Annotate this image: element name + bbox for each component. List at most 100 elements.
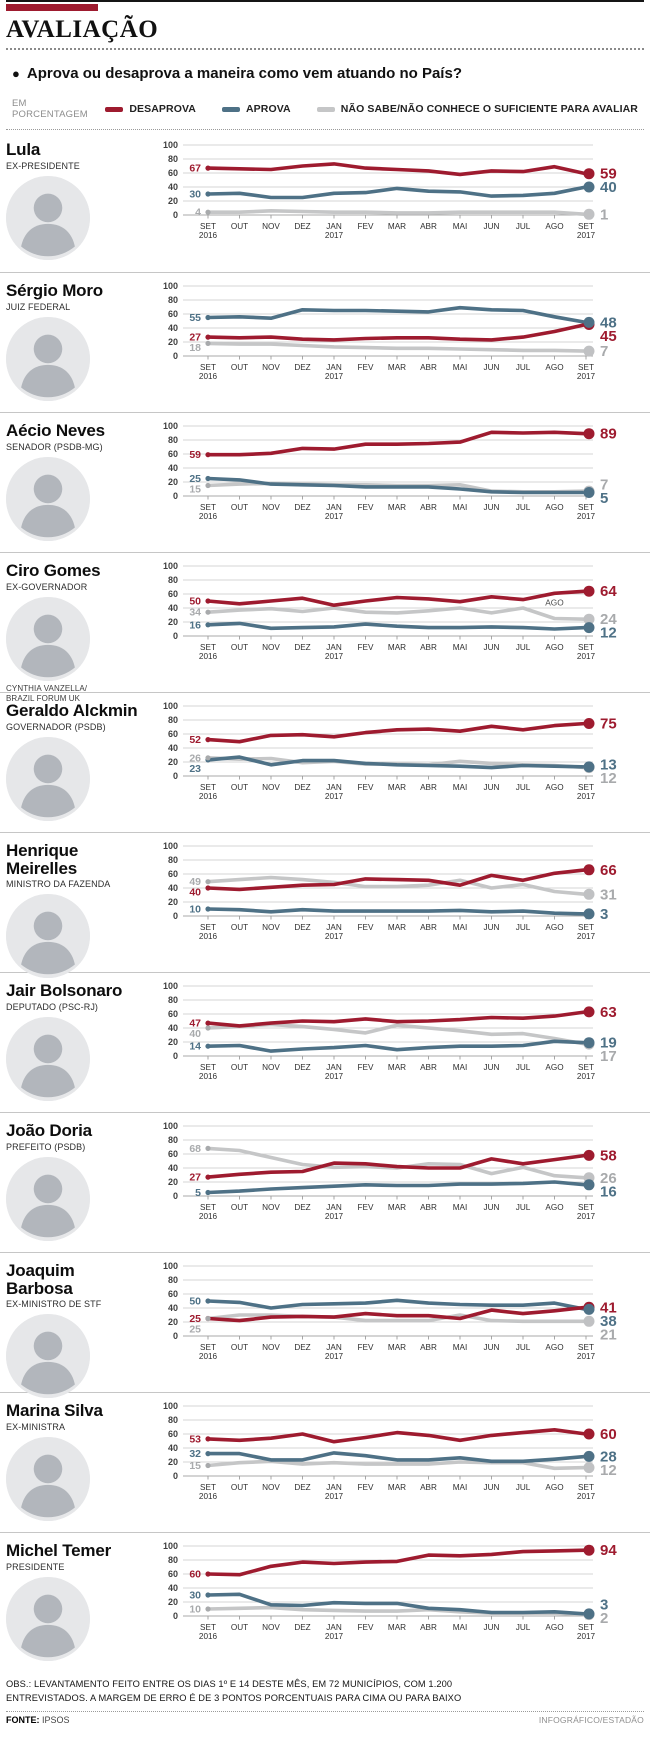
svg-text:MAR: MAR [388, 1063, 406, 1072]
svg-text:0: 0 [173, 491, 178, 501]
series-aprova-line [206, 1592, 588, 1616]
svg-text:JUL: JUL [516, 1063, 531, 1072]
politician-section: João Doria PREFEITO (PSDB) 0 20 40 60 80 100 S… [0, 1112, 650, 1252]
svg-text:DEZ: DEZ [294, 1483, 310, 1492]
svg-text:40: 40 [168, 1163, 178, 1173]
svg-text:7: 7 [600, 477, 608, 494]
source-label-value: IPSOS [42, 1714, 70, 1725]
svg-text:0: 0 [173, 1191, 178, 1201]
svg-text:40: 40 [168, 1443, 178, 1453]
svg-text:NOV: NOV [262, 1483, 280, 1492]
politician-name: Aécio Neves [6, 421, 105, 440]
svg-text:OUT: OUT [231, 1623, 248, 1632]
svg-text:100: 100 [163, 1401, 178, 1411]
politician-name: Sérgio Moro [6, 281, 103, 300]
svg-text:20: 20 [168, 617, 178, 627]
series-desaprova-line [206, 1305, 588, 1323]
source-row: FONTE: IPSOS INFOGRÁFICO/ESTADÃO [6, 1712, 644, 1731]
svg-text:100: 100 [163, 561, 178, 571]
svg-text:ABR: ABR [420, 1343, 437, 1352]
series-aprova-line [206, 621, 588, 631]
person-silhouette-icon [6, 736, 90, 821]
politician-photo [6, 1314, 90, 1398]
svg-text:59: 59 [600, 166, 617, 183]
svg-text:OUT: OUT [231, 1343, 248, 1352]
svg-text:ABR: ABR [420, 1623, 437, 1632]
svg-text:2016: 2016 [199, 1352, 218, 1361]
series-nao_sabe-line [206, 341, 588, 353]
politician-info-column: Marina Silva EX-MINISTRA [0, 1400, 150, 1532]
svg-text:NOV: NOV [262, 1343, 280, 1352]
politician-name: Joaquim Barbosa [6, 1261, 75, 1298]
svg-text:AGO: AGO [545, 1623, 563, 1632]
series-aprova-line [206, 1451, 588, 1464]
svg-text:2016: 2016 [199, 1072, 218, 1081]
svg-text:80: 80 [168, 154, 178, 164]
svg-text:MAR: MAR [388, 643, 406, 652]
svg-text:JUL: JUL [516, 1623, 531, 1632]
svg-text:FEV: FEV [358, 783, 374, 792]
svg-text:SET: SET [578, 1063, 594, 1072]
politician-photo [6, 456, 90, 541]
politician-role: EX-PRESIDENTE [6, 160, 80, 171]
svg-text:27: 27 [189, 332, 201, 344]
svg-text:80: 80 [168, 715, 178, 725]
svg-text:3: 3 [600, 1597, 608, 1614]
svg-text:17: 17 [600, 1048, 617, 1065]
svg-text:SET: SET [200, 783, 216, 792]
svg-text:80: 80 [168, 575, 178, 585]
chart-column: 0 20 40 60 80 100 SET 2016 OUT NOV DEZ JAN 2017 FEV MA… [150, 1120, 650, 1252]
politician-section: Henrique Meirelles MINISTRO DA FAZENDA 0… [0, 832, 650, 978]
svg-text:2017: 2017 [325, 792, 344, 801]
svg-text:JAN: JAN [326, 1343, 342, 1352]
svg-text:100: 100 [163, 981, 178, 991]
series-aprova-line [206, 185, 588, 200]
methodology-note-line2: ENTREVISTADOS. A MARGEM DE ERRO É DE 3 P… [6, 1692, 462, 1703]
svg-text:ABR: ABR [420, 503, 437, 512]
svg-text:FEV: FEV [358, 1483, 374, 1492]
svg-text:4: 4 [195, 207, 201, 219]
svg-text:ABR: ABR [420, 363, 437, 372]
svg-text:80: 80 [168, 995, 178, 1005]
svg-text:MAR: MAR [388, 923, 406, 932]
svg-text:DEZ: DEZ [294, 1623, 310, 1632]
svg-text:52: 52 [189, 734, 201, 746]
svg-text:20: 20 [168, 196, 178, 206]
svg-text:MAI: MAI [453, 1203, 468, 1212]
svg-text:2017: 2017 [325, 932, 344, 941]
svg-text:OUT: OUT [231, 222, 248, 231]
svg-text:SET: SET [200, 643, 216, 652]
svg-text:67: 67 [189, 163, 201, 175]
svg-text:JUN: JUN [484, 923, 500, 932]
svg-text:26: 26 [189, 752, 201, 764]
svg-text:SET: SET [578, 1483, 594, 1492]
series-nao_sabe-line [206, 1313, 588, 1324]
svg-text:SET: SET [200, 1623, 216, 1632]
legend-item-nao-sabe: NÃO SABE/NÃO CONHECE O SUFICIENTE PARA A… [316, 103, 638, 115]
svg-text:AGO: AGO [545, 503, 563, 512]
svg-text:40: 40 [168, 743, 178, 753]
svg-text:MAR: MAR [388, 1203, 406, 1212]
svg-text:2017: 2017 [577, 792, 596, 801]
svg-text:2016: 2016 [199, 1212, 218, 1221]
politician-section: Marina Silva EX-MINISTRA 0 20 40 60 80 100 SET… [0, 1392, 650, 1532]
chart-column: 0 20 40 60 80 100 SET 2016 OUT NOV DEZ JAN 2017 FEV MA… [150, 139, 650, 272]
survey-question-text: Aprova ou desaprova a maneira como vem a… [26, 65, 462, 82]
svg-text:20: 20 [168, 477, 178, 487]
svg-text:JAN: JAN [326, 363, 342, 372]
politician-section: Lula EX-PRESIDENTE 0 20 40 60 80 100 SET 2016 OU… [0, 132, 650, 272]
svg-text:13: 13 [600, 757, 617, 774]
svg-text:20: 20 [168, 1037, 178, 1047]
nao-sabe-swatch-icon [316, 106, 335, 112]
svg-text:24: 24 [600, 611, 617, 628]
svg-text:2017: 2017 [325, 652, 344, 661]
svg-text:20: 20 [168, 1597, 178, 1607]
politician-info-column: Aécio Neves SENADOR (PSDB-MG) [0, 420, 150, 552]
svg-text:JAN: JAN [326, 923, 342, 932]
legend-label-desaprova: DESAPROVA [129, 103, 196, 115]
politician-section: Geraldo Alckmin GOVERNADOR (PSDB) 0 20 40 6… [0, 692, 650, 832]
